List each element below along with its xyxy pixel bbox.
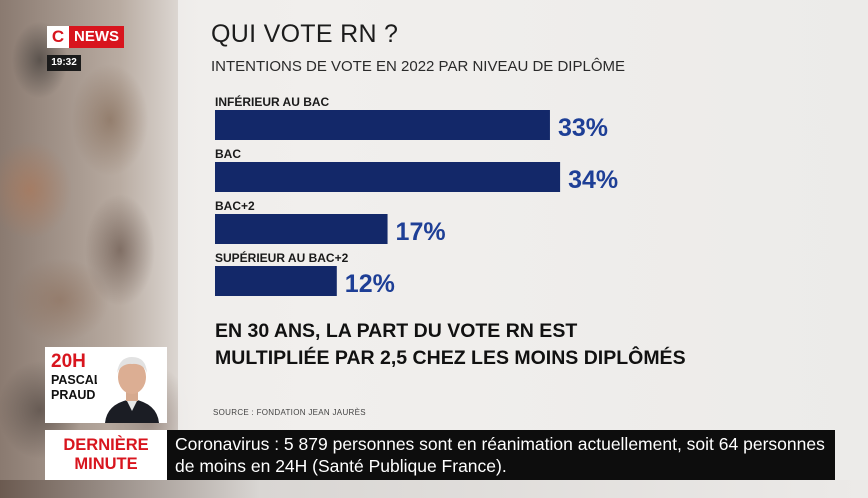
conclusion-text: EN 30 ANS, LA PART DU VOTE RN EST MULTIP… [215, 318, 686, 372]
logo-news: NEWS [69, 26, 124, 48]
presenter-last-name: PRAUD [51, 388, 96, 402]
source-note: SOURCE : FONDATION JEAN JAURÈS [213, 408, 366, 417]
value-label: 17% [396, 218, 446, 246]
category-label: INFÉRIEUR AU BAC [215, 94, 330, 109]
value-label: 12% [345, 270, 395, 298]
breaking-news-label-line-1: DERNIÈRE [63, 436, 149, 454]
presenter-card: 20H PASCAL PRAUD [45, 347, 167, 423]
category-label: BAC [215, 147, 241, 161]
breaking-news-label: DERNIÈRE MINUTE [45, 430, 167, 480]
value-label: 34% [568, 166, 618, 194]
presenter-photo [97, 347, 167, 423]
clock: 19:32 [47, 55, 81, 71]
bar [215, 110, 550, 140]
chart-title: QUI VOTE RN ? [211, 20, 399, 48]
bottom-background-strip [0, 480, 868, 498]
presenter-first-name: PASCAL [51, 373, 102, 387]
value-label: 33% [558, 114, 608, 142]
infographic-panel [178, 0, 868, 498]
bar [215, 162, 561, 192]
bar [215, 214, 388, 244]
presenter-time: 20H [51, 351, 86, 372]
ticker-text: Coronavirus : 5 879 personnes sont en ré… [175, 434, 825, 476]
conclusion-line-2: MULTIPLIÉE PAR 2,5 CHEZ LES MOINS DIPLÔM… [215, 347, 686, 369]
logo-c: C [47, 26, 69, 48]
conclusion-line-1: EN 30 ANS, LA PART DU VOTE RN EST [215, 320, 578, 342]
category-label: SUPÉRIEUR AU BAC+2 [215, 250, 349, 265]
channel-logo: C NEWS [47, 26, 124, 48]
bar [215, 266, 337, 296]
chart-subtitle: INTENTIONS DE VOTE EN 2022 PAR NIVEAU DE… [211, 58, 625, 75]
breaking-news-label-line-2: MINUTE [74, 455, 138, 473]
news-ticker: Coronavirus : 5 879 personnes sont en ré… [167, 430, 835, 480]
category-label: BAC+2 [215, 199, 255, 213]
